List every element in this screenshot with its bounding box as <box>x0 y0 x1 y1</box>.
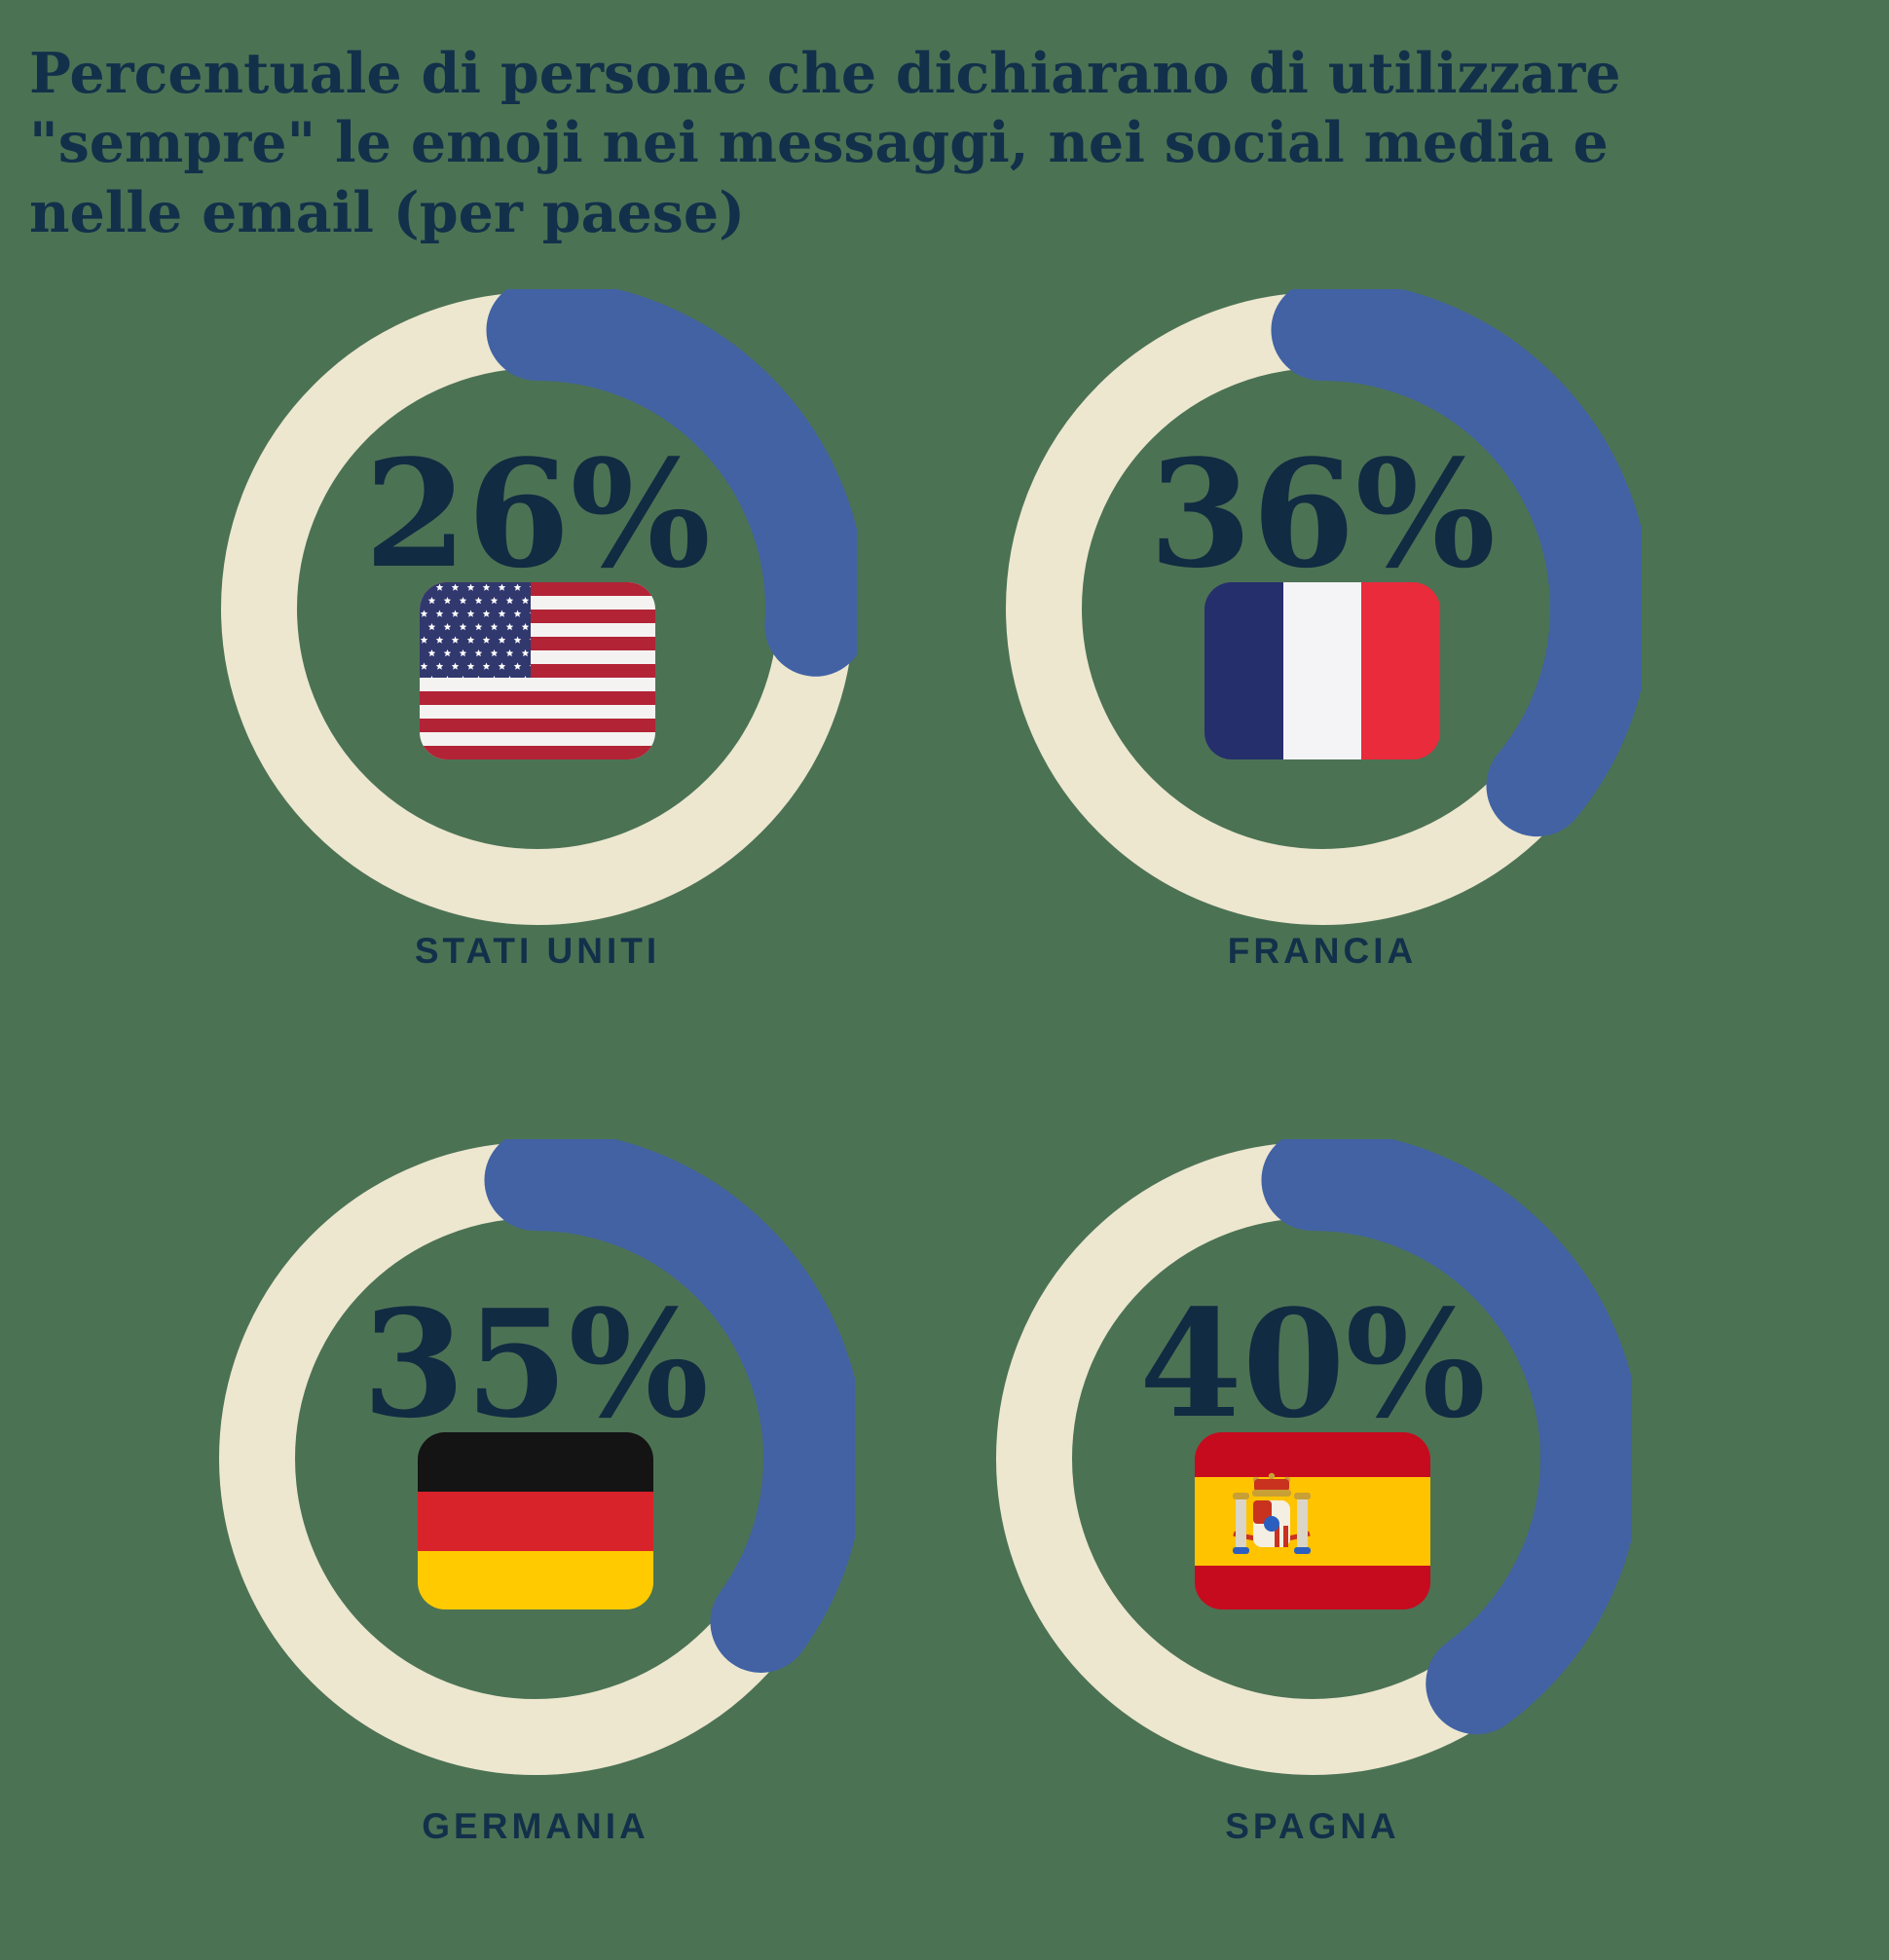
donut-card-germania: 35% GERMANIA <box>216 1139 855 1860</box>
percent-value: 26% <box>364 426 711 601</box>
fr-flag-icon <box>1204 582 1440 759</box>
ring-progress-arc <box>1003 289 1642 928</box>
es-flag-icon <box>1195 1432 1430 1609</box>
ring-progress-arc <box>218 289 857 928</box>
percent-value: 35% <box>362 1276 709 1451</box>
donut-ring-francia <box>1003 289 1642 928</box>
country-label: GERMANIA <box>422 1806 649 1846</box>
ring-progress-arc <box>216 1139 855 1778</box>
country-label: STATI UNITI <box>414 931 661 971</box>
donut-card-stati-uniti: 26% <box>218 289 857 1010</box>
country-label: SPAGNA <box>1225 1806 1400 1846</box>
title-line-1: Percentuale di persone che dichiarano di… <box>29 41 1621 107</box>
title-line-2: "sempre" le emoji nei messaggi, nei soci… <box>29 110 1609 176</box>
page-title: Percentuale di persone che dichiarano di… <box>29 39 1860 247</box>
us-flag-icon <box>420 582 655 759</box>
de-flag-icon <box>418 1432 653 1609</box>
title-line-3: nelle email (per paese) <box>29 179 746 245</box>
donut-card-francia: 36% FRANCIA <box>1003 289 1642 1010</box>
donut-ring-spagna <box>993 1139 1632 1778</box>
spain-coat-of-arms <box>1233 1472 1311 1554</box>
donut-ring-germania <box>216 1139 855 1778</box>
donut-ring-stati-uniti <box>218 289 857 928</box>
percent-value: 40% <box>1139 1276 1486 1451</box>
country-label: FRANCIA <box>1227 931 1418 971</box>
ring-progress-arc <box>993 1139 1632 1778</box>
percent-value: 36% <box>1149 426 1496 601</box>
donut-card-spagna: 40% <box>993 1139 1632 1860</box>
